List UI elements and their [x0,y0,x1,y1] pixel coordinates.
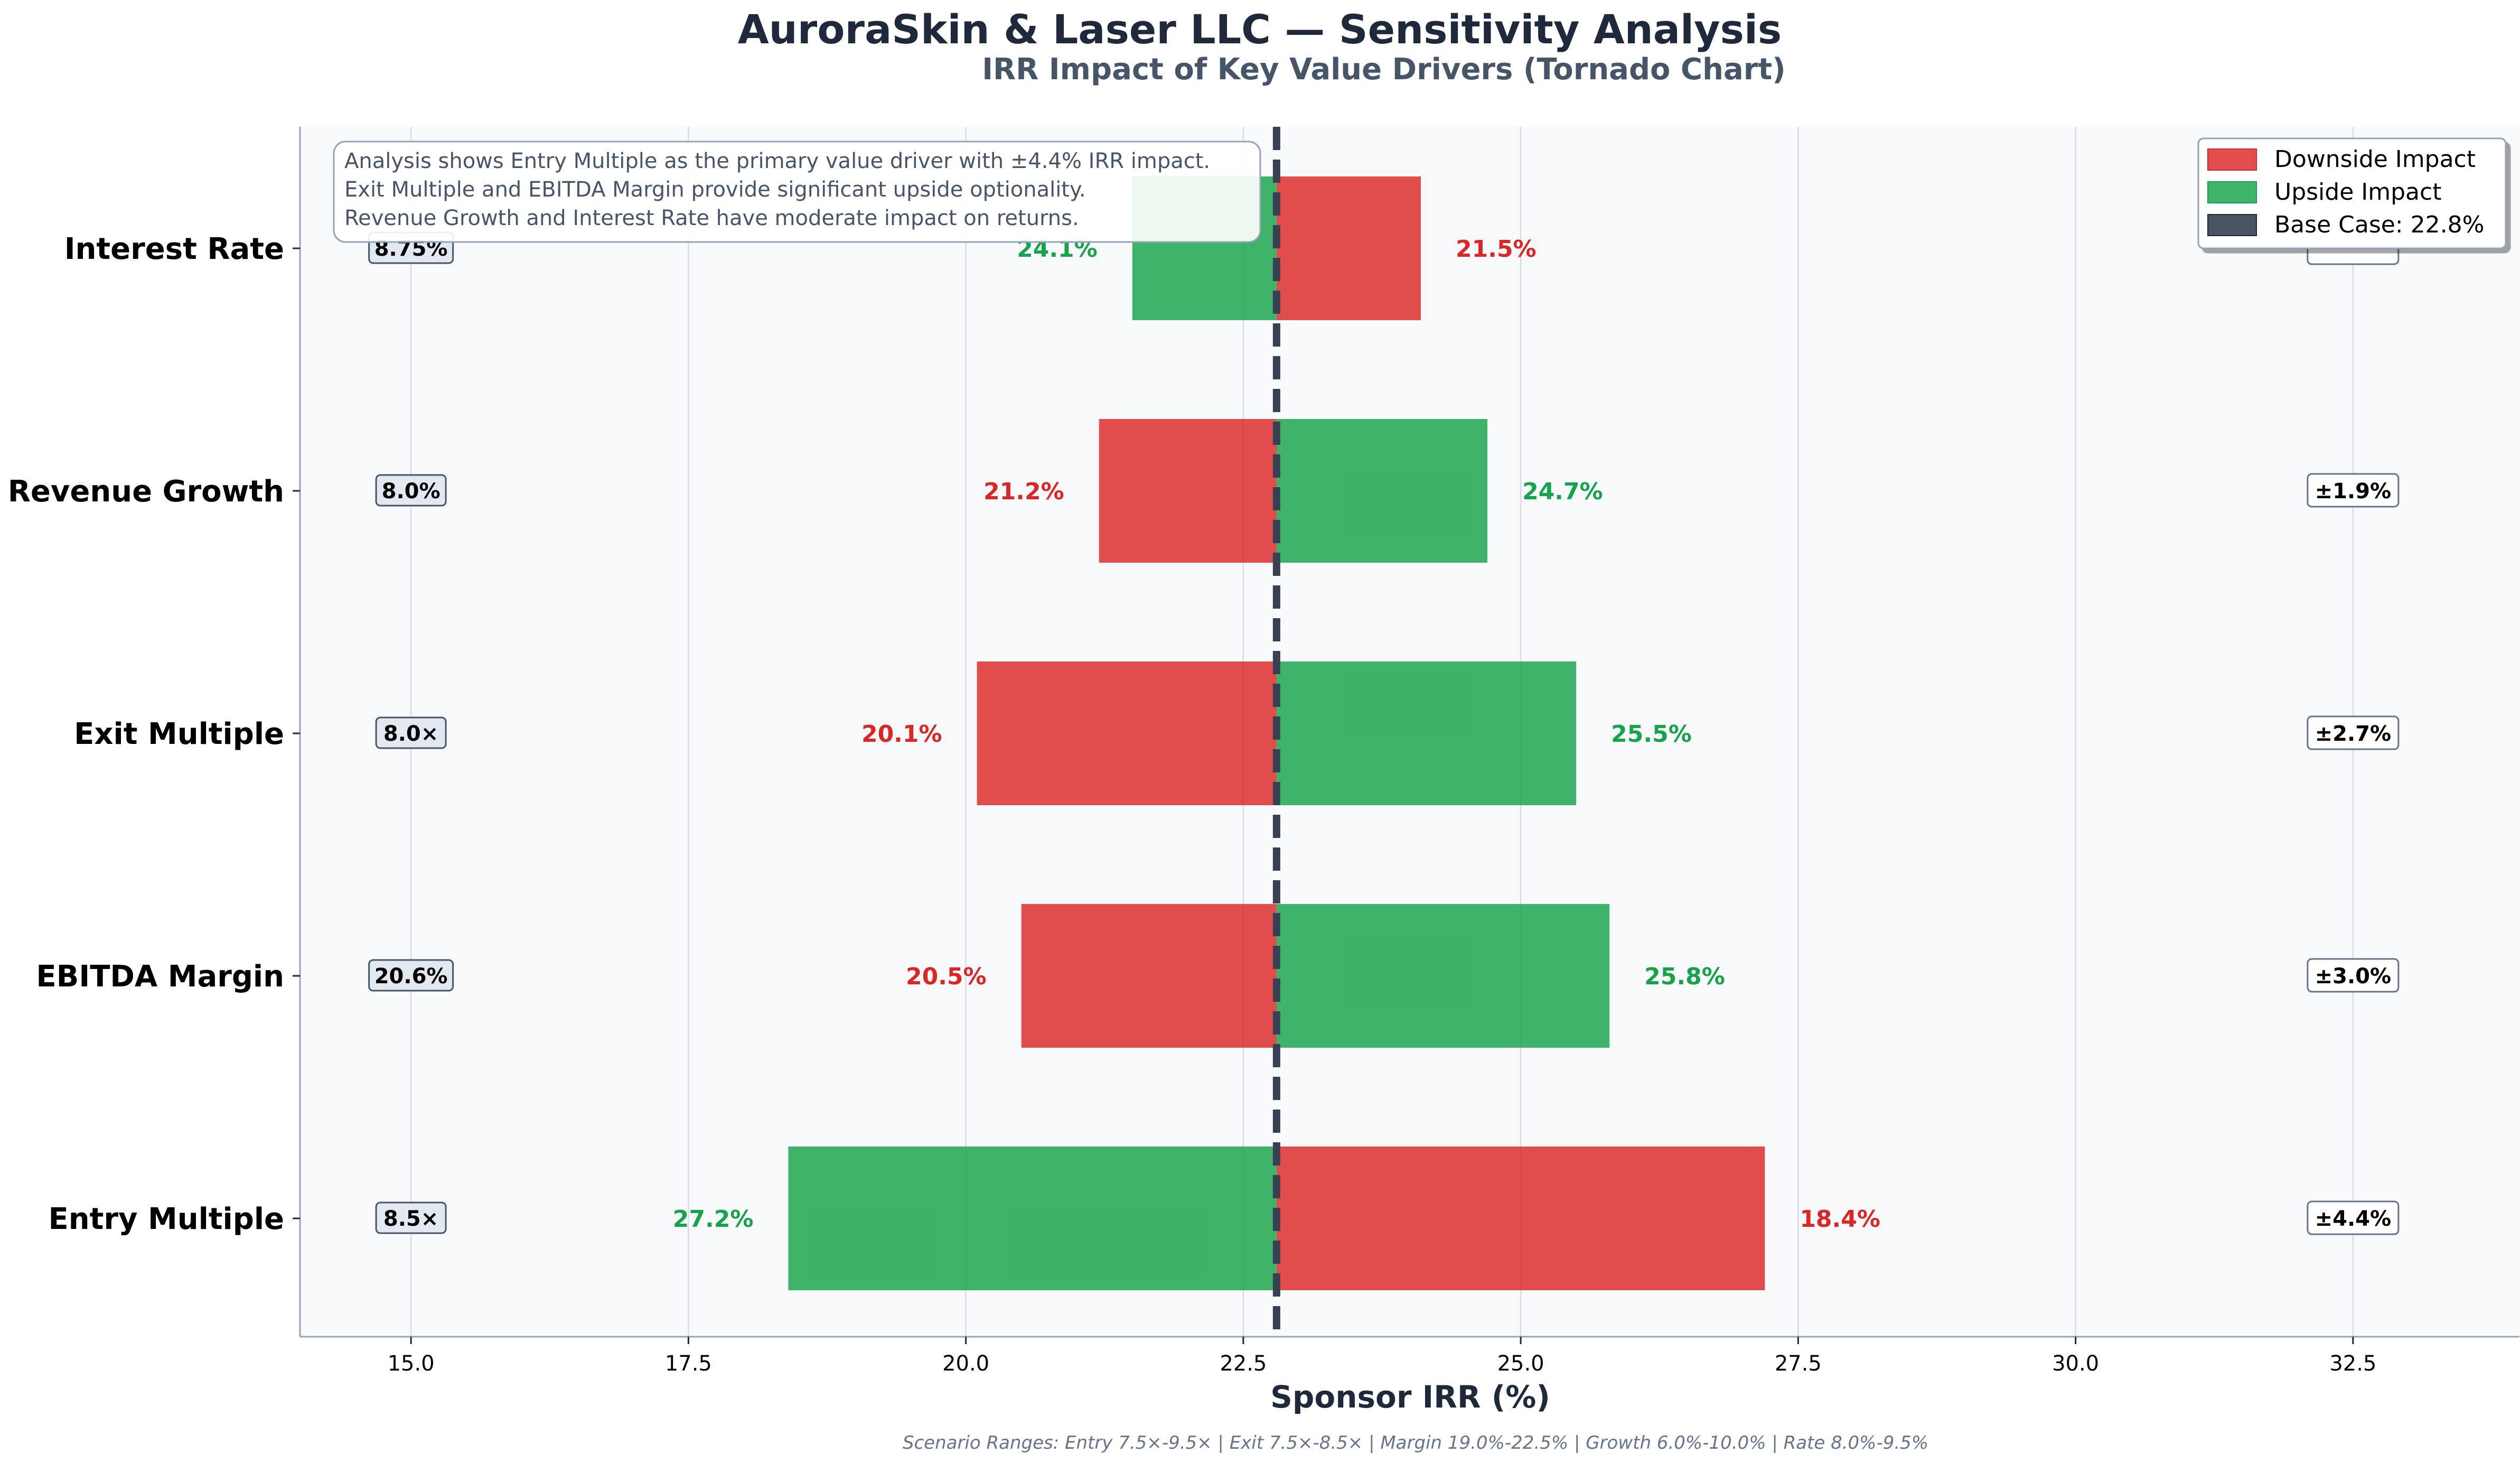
range-badge [2307,958,2400,993]
legend-swatch-base [2207,214,2257,236]
y-tick-label: Revenue Growth [8,474,284,509]
bar-downside [1276,1147,1765,1290]
bar-value-label: 21.5% [1456,236,1537,263]
legend-swatch-upside [2207,181,2257,203]
x-tick-label: 17.5 [665,1352,712,1376]
bar-upside [1276,904,1610,1048]
y-tick-label: Exit Multiple [74,717,284,751]
legend-label-upside: Upside Impact [2274,179,2441,206]
x-tick-label: 25.0 [1497,1352,1544,1376]
grid-lines [410,127,2354,1337]
range-label: ±3.0% [2315,964,2391,989]
x-tick-label: 15.0 [388,1352,435,1376]
range-badge [2307,473,2400,508]
base-value-label: 8.5× [383,1207,438,1231]
legend: Downside Impact Upside Impact Base Case:… [2197,137,2507,249]
chart-title: AuroraSkin & Laser LLC — Sensitivity Ana… [738,6,1782,53]
bar-downside [1099,419,1277,563]
annotation-line-1: Analysis shows Entry Multiple as the pri… [344,149,1210,173]
bar-value-label: 27.2% [673,1206,754,1233]
bar-value-label: 20.1% [861,721,942,748]
base-value-badge [368,959,454,992]
legend-label-downside: Downside Impact [2274,146,2476,173]
bar-value-label: 20.5% [906,963,987,990]
range-label: ±1.9% [2315,479,2391,504]
x-tick-label: 32.5 [2329,1352,2376,1376]
legend-swatch-downside [2207,148,2257,171]
bars: 24.1% 21.5%21.2% 24.7%20.1% 25.5%20.5% 25.8%… [673,176,1880,1290]
footnote: Scenario Ranges: Entry 7.5×-9.5× | Exit … [903,1432,1928,1453]
x-axis-label: Sponsor IRR (%) [1270,1379,1550,1415]
bar-upside [1276,661,1577,805]
bar-downside [1021,904,1277,1048]
annotation-box: Analysis shows Entry Multiple as the pri… [333,141,1261,243]
bar-value-label: 18.4% [1800,1206,1880,1233]
legend-label-base: Base Case: 22.8% [2274,211,2484,238]
annotation-line-2: Exit Multiple and EBITDA Margin provide … [344,178,1086,202]
bar-upside [1276,419,1488,563]
bar-value-label: 24.7% [1522,478,1603,505]
bar-upside [788,1147,1277,1290]
range-label: ±4.4% [2315,1207,2391,1231]
bar-value-label: 25.8% [1644,963,1725,990]
side-labels: 8.75%8.0% ±1.9%8.0× ±2.7%20.6% ±3.0%8.5× ±4.… [368,230,2400,1235]
y-tick-label: EBITDA Margin [36,959,284,994]
y-tick-labels: Interest Rate Revenue Growth Exit Multiple… [8,232,300,1236]
bar-value-label: 21.2% [983,478,1064,505]
base-value-label: 8.0% [382,479,441,504]
y-tick-label: Interest Rate [64,232,284,266]
annotation-line-3: Revenue Growth and Interest Rate have mo… [344,206,1079,230]
range-badge [2307,715,2400,750]
base-value-badge [375,716,447,749]
base-value-label: 8.0× [383,722,438,746]
base-value-label: 20.6% [374,964,448,989]
y-tick-label: Entry Multiple [48,1202,284,1236]
base-value-badge [375,1201,447,1234]
x-tick-label: 27.5 [1775,1352,1822,1376]
chart-subtitle: IRR Impact of Key Value Drivers (Tornado… [982,52,1786,87]
x-tick-label: 22.5 [1220,1352,1267,1376]
x-tick-label: 30.0 [2052,1352,2099,1376]
range-label: ±2.7% [2315,722,2391,746]
bar-downside [977,661,1277,805]
x-tick-label: 20.0 [942,1352,989,1376]
bar-value-label: 25.5% [1611,721,1692,748]
base-value-badge [375,474,447,507]
range-badge [2307,1200,2400,1235]
bar-downside [1276,176,1421,320]
x-ticks: 15.0 17.5 20.0 22.5 25.0 27.5 30.0 32.5 [388,1337,2376,1376]
